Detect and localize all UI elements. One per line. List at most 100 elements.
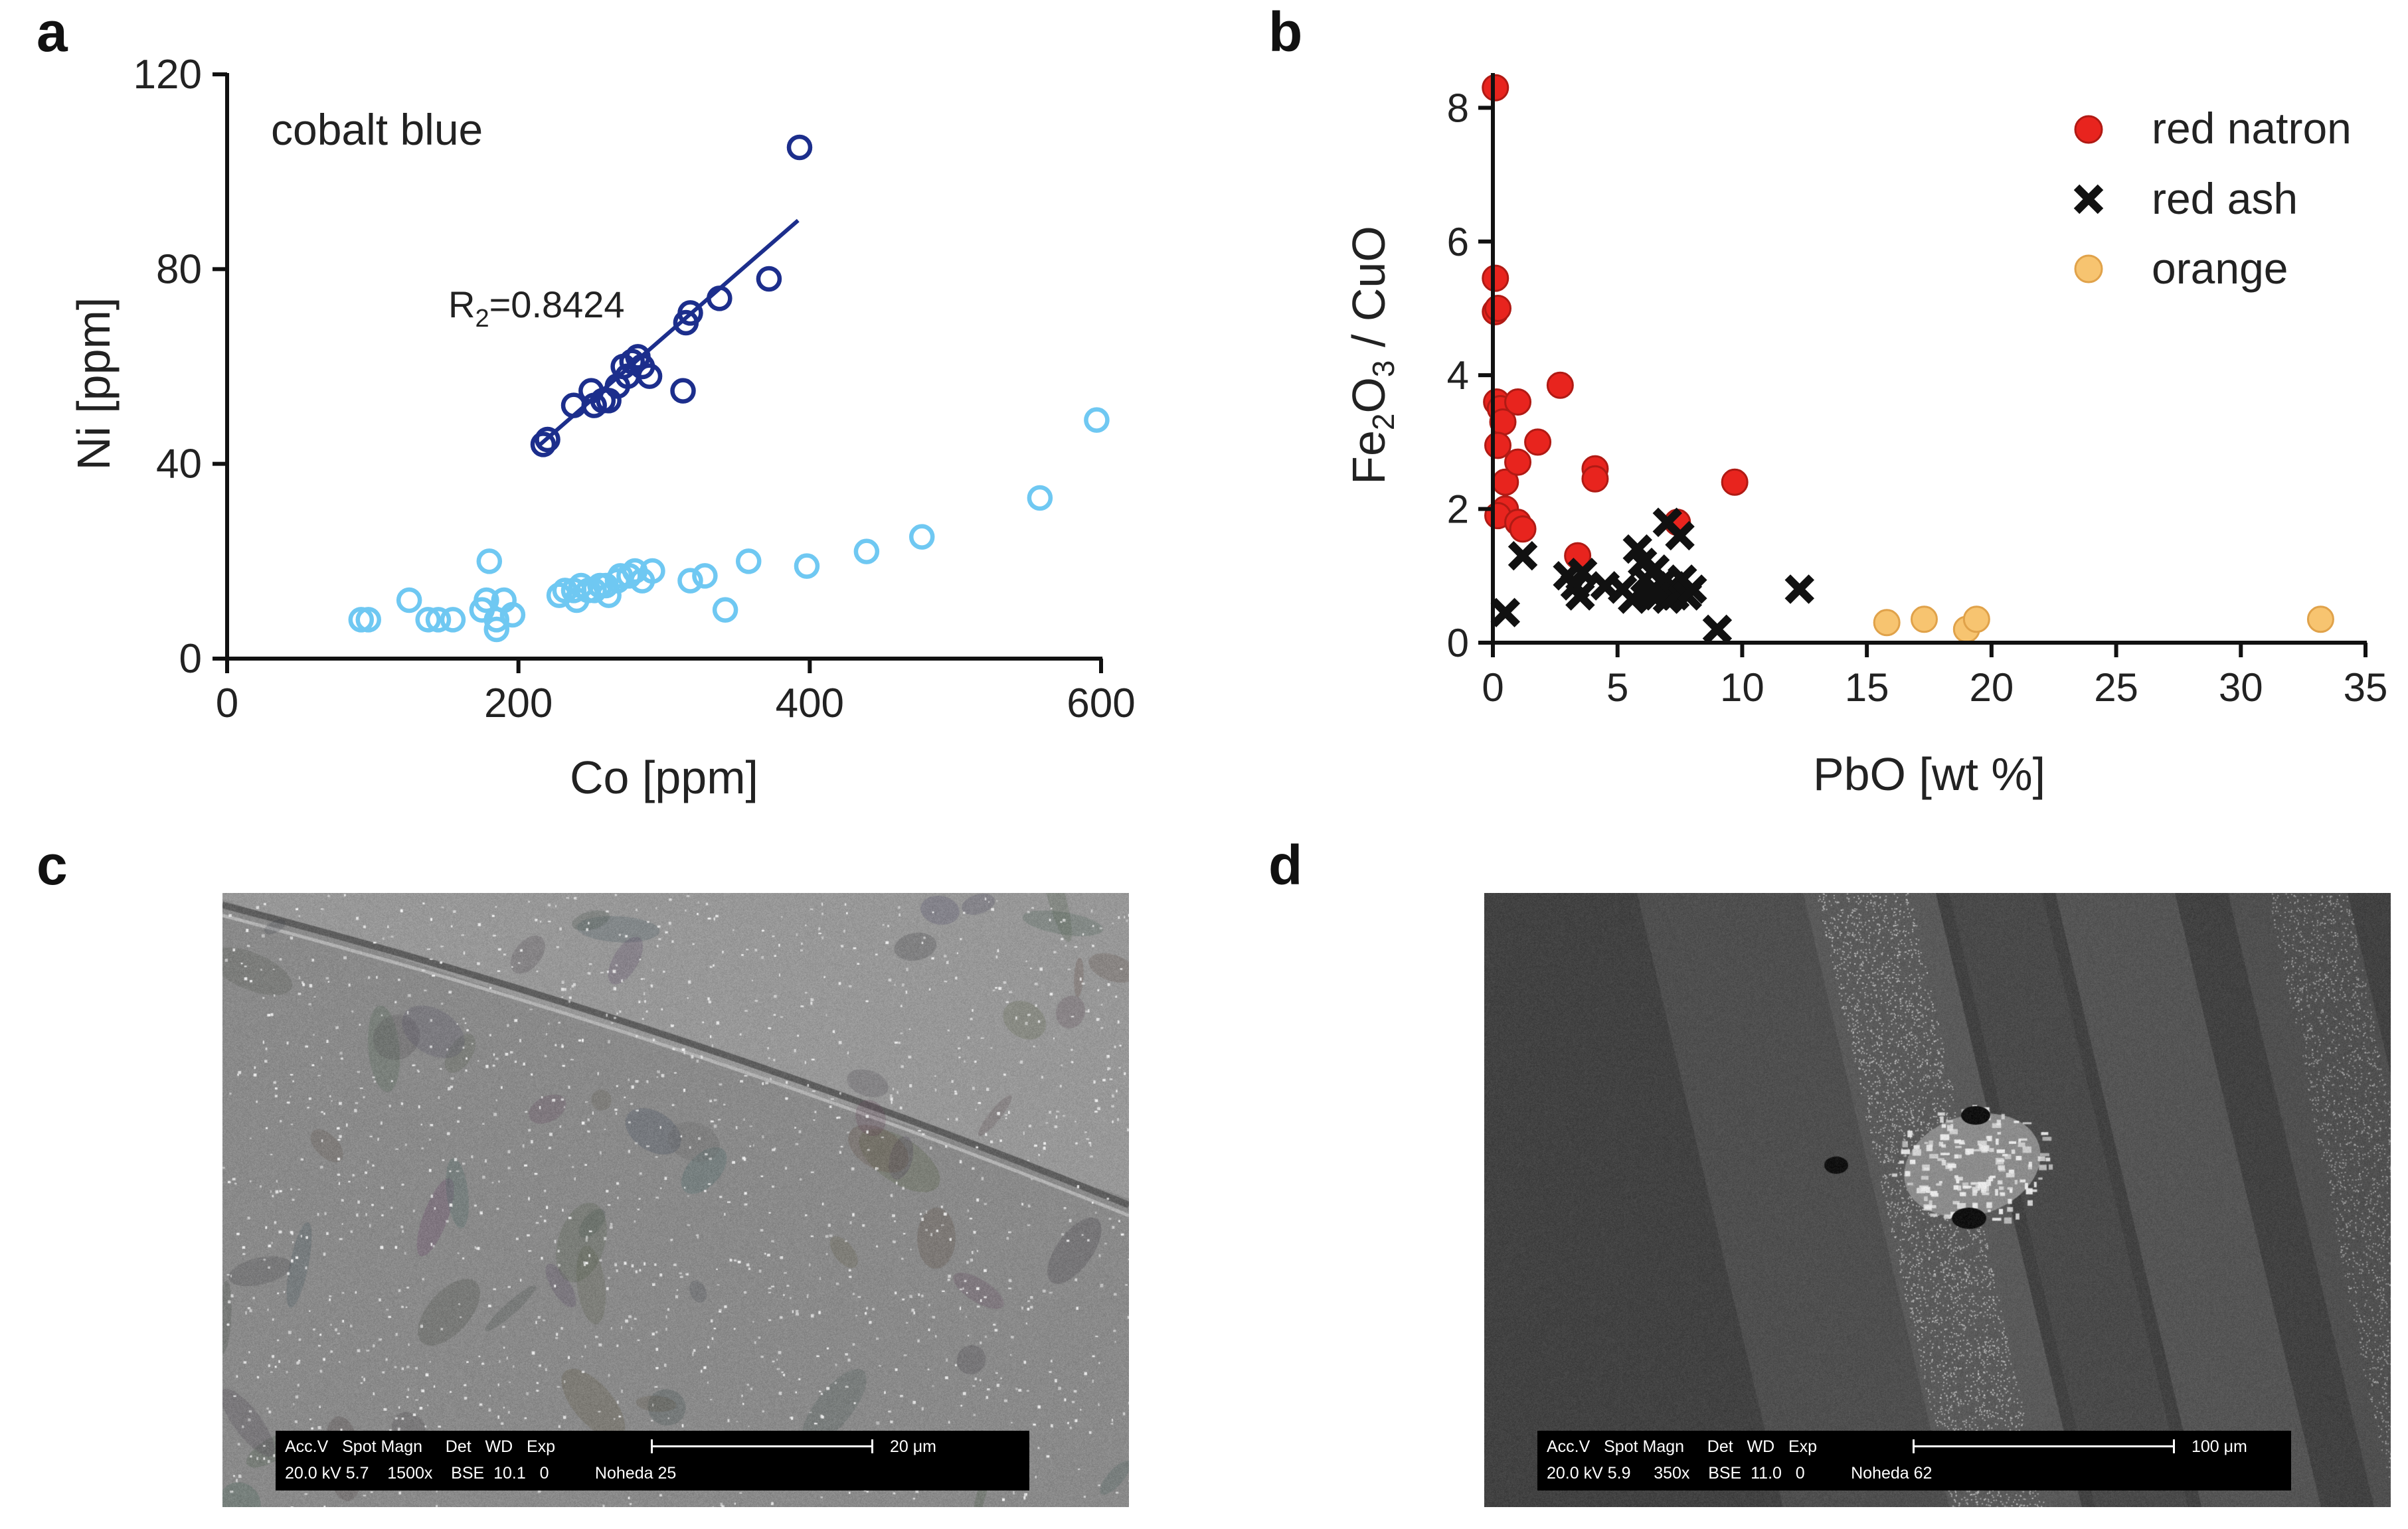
chart-b-point-red-natron bbox=[1484, 294, 1512, 322]
chart-a-point-light-blue bbox=[908, 524, 935, 550]
legend-marker-orange bbox=[2074, 254, 2103, 283]
chart-b-x-tick-label: 0 bbox=[1482, 665, 1504, 710]
chart-a-point-light-blue bbox=[355, 607, 382, 633]
chart-a-y-tick-label: 0 bbox=[179, 636, 202, 682]
sem-image-c bbox=[222, 893, 1129, 1507]
chart-a-y-tick-label: 80 bbox=[156, 246, 202, 292]
chart-b-x-tick-label: 30 bbox=[2219, 665, 2263, 710]
chart-b-point-orange bbox=[1873, 609, 1901, 637]
sem-image-d bbox=[1484, 893, 2391, 1507]
chart-a-point-light-blue bbox=[581, 578, 607, 604]
chart-b-point-red-natron bbox=[1509, 515, 1537, 543]
chart-b-x-tick-label: 25 bbox=[2094, 665, 2138, 710]
sem-micrograph-c: Acc.V Spot Magn Det WD Exp 20.0 kV 5.7 1… bbox=[222, 893, 1129, 1507]
chart-b-x-tick-label: 15 bbox=[1845, 665, 1889, 710]
chart-a-point-cobalt-blue bbox=[535, 426, 560, 453]
chart-a-r2-annotation: R2=0.8424 bbox=[448, 283, 625, 333]
chart-b-point-red-ash bbox=[1507, 540, 1538, 571]
chart-a-cobalt-ni: 0 200 400 600 0 40 80 120 cobalt blue R2=0.8424… bbox=[68, 52, 1136, 803]
sem-info-bar-c: Acc.V Spot Magn Det WD Exp 20.0 kV 5.7 1… bbox=[276, 1431, 1029, 1490]
chart-b-x-tick-label: 10 bbox=[1720, 665, 1764, 710]
chart-a-point-light-blue bbox=[692, 563, 718, 589]
sem-micrograph-d: Acc.V Spot Magn Det WD Exp 20.0 kV 5.9 3… bbox=[1484, 893, 2391, 1507]
chart-a-point-light-blue bbox=[348, 607, 375, 633]
chart-a-x-tick-label: 0 bbox=[216, 681, 238, 726]
legend-label-orange: orange bbox=[2152, 244, 2288, 293]
chart-a-point-cobalt-blue bbox=[530, 432, 557, 457]
chart-b-point-red-natron bbox=[1721, 468, 1749, 496]
chart-b-point-red-ash bbox=[1665, 521, 1695, 551]
panel-label-a: a bbox=[37, 1, 68, 63]
chart-a-y-axis-label: Ni [ppm] bbox=[68, 297, 120, 471]
chart-b-point-red-ash bbox=[1702, 614, 1733, 645]
chart-a-point-cobalt-blue bbox=[707, 285, 732, 311]
chart-b-point-red-ash bbox=[1567, 558, 1598, 588]
chart-b-x-tick-label: 5 bbox=[1606, 665, 1628, 710]
chart-a-point-light-blue bbox=[640, 558, 665, 584]
chart-b-point-red-ash bbox=[1617, 584, 1648, 614]
chart-a-point-light-blue bbox=[415, 607, 441, 633]
chart-a-point-light-blue bbox=[677, 568, 703, 594]
chart-a-point-light-blue bbox=[616, 563, 642, 589]
chart-a-point-cobalt-blue bbox=[636, 363, 663, 389]
chart-b-point-orange bbox=[1910, 605, 1938, 633]
scale-bar-d bbox=[1913, 1439, 2175, 1453]
chart-b-x-tick-label: 20 bbox=[1969, 665, 2014, 710]
chart-b-y-axis-label: Fe2O3 / CuO bbox=[1343, 226, 1401, 485]
chart-a-point-light-blue bbox=[473, 587, 499, 613]
legend-marker-red-natron bbox=[2074, 115, 2103, 144]
chart-b-y-tick-label: 6 bbox=[1447, 220, 1469, 264]
chart-b-point-orange bbox=[2306, 605, 2334, 633]
chart-a-point-light-blue bbox=[499, 602, 526, 628]
sem-info-values-d: 20.0 kV 5.9 350x BSE 11.0 0 Noheda 62 bbox=[1547, 1464, 1933, 1483]
chart-a-point-light-blue bbox=[396, 587, 422, 613]
chart-a-x-tick-label: 400 bbox=[776, 681, 844, 726]
legend-marker-red-ash bbox=[2073, 184, 2104, 214]
chart-b-point-orange bbox=[1962, 605, 1990, 633]
chart-b-y-tick-label: 4 bbox=[1447, 353, 1469, 398]
chart-b-point-red-natron bbox=[1581, 465, 1609, 493]
chart-a-point-light-blue bbox=[546, 582, 572, 608]
panel-label-b: b bbox=[1268, 1, 1303, 63]
sem-info-bar-d: Acc.V Spot Magn Det WD Exp 20.0 kV 5.9 3… bbox=[1537, 1431, 2291, 1490]
chart-b-y-tick-label: 0 bbox=[1447, 621, 1469, 665]
chart-b-point-red-natron bbox=[1482, 264, 1509, 292]
chart-a-point-light-blue bbox=[712, 597, 738, 623]
chart-a-y-tick-label: 120 bbox=[133, 52, 202, 98]
scale-bar-label-c: 20 μm bbox=[890, 1437, 936, 1456]
chart-a-x-tick-label: 600 bbox=[1067, 681, 1135, 726]
panel-label-d: d bbox=[1268, 834, 1303, 896]
chart-a-point-light-blue bbox=[476, 548, 503, 574]
chart-b-x-axis-label: PbO [wt %] bbox=[1813, 748, 2045, 800]
chart-a-point-cobalt-blue bbox=[756, 266, 782, 292]
chart-b-point-red-natron bbox=[1484, 432, 1512, 459]
chart-b-x-tick-label: 35 bbox=[2344, 665, 2388, 710]
chart-a-point-light-blue bbox=[425, 607, 452, 633]
chart-a-point-cobalt-blue bbox=[677, 300, 703, 326]
sem-info-header-d: Acc.V Spot Magn Det WD Exp bbox=[1547, 1437, 1818, 1456]
chart-b-point-red-natron bbox=[1504, 448, 1532, 476]
chart-a-point-light-blue bbox=[1084, 407, 1110, 433]
chart-b-point-red-ash bbox=[1490, 598, 1521, 627]
legend-label-red-ash: red ash bbox=[2152, 174, 2298, 223]
chart-b-y-tick-label: 2 bbox=[1447, 487, 1469, 532]
chart-b-point-red-natron bbox=[1482, 74, 1509, 102]
chart-a-group-label: cobalt blue bbox=[271, 105, 483, 154]
chart-a-x-axis-label: Co [ppm] bbox=[570, 752, 758, 803]
chart-a-point-light-blue bbox=[440, 607, 466, 633]
chart-b-y-tick-label: 8 bbox=[1447, 86, 1469, 130]
chart-a-point-cobalt-blue bbox=[670, 378, 696, 404]
legend-label-red-natron: red natron bbox=[2152, 104, 2352, 153]
chart-b-point-red-natron bbox=[1546, 371, 1574, 399]
chart-b-point-red-natron bbox=[1524, 428, 1552, 456]
panel-label-c: c bbox=[37, 834, 68, 896]
chart-b-fe2o3-cuo: 0 5 10 15 20 25 30 35 0 2 4 6 8 PbO [wt %] Fe2O3 / C… bbox=[1343, 73, 2388, 800]
chart-a-point-cobalt-blue bbox=[786, 134, 813, 161]
chart-a-point-light-blue bbox=[794, 553, 820, 579]
sem-info-header-c: Acc.V Spot Magn Det WD Exp bbox=[285, 1437, 556, 1456]
chart-a-point-light-blue bbox=[1027, 485, 1053, 511]
chart-b-point-red-ash bbox=[1784, 574, 1815, 604]
chart-a-y-tick-label: 40 bbox=[156, 442, 202, 487]
chart-a-point-light-blue bbox=[853, 538, 880, 564]
chart-a-x-tick-label: 200 bbox=[484, 681, 553, 726]
